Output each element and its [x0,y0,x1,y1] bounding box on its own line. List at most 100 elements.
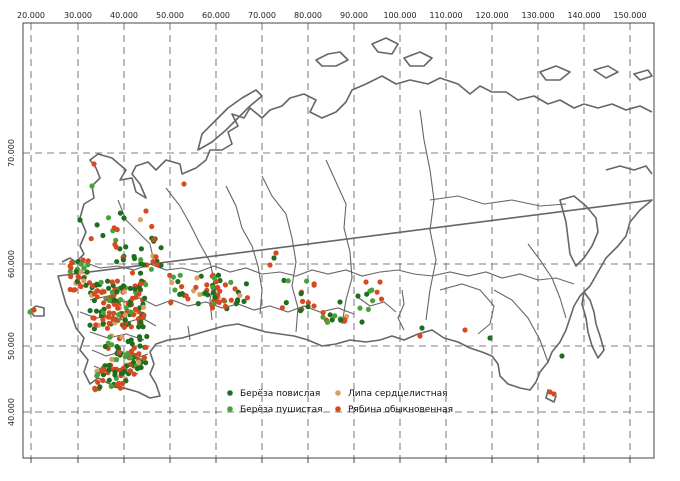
occurrence-point [547,389,553,395]
occurrence-point [106,303,112,310]
occurrence-point [311,281,317,287]
grid-lines [23,23,654,463]
occurrence-point [154,262,160,268]
occurrence-point [81,265,87,271]
occurrence-point [150,259,156,265]
occurrence-point [138,280,144,287]
occurrence-point [419,325,425,331]
occurrence-point [378,296,385,302]
occurrence-point [106,320,112,326]
occurrence-point [237,292,243,298]
legend-dot-marker-icon [227,390,233,396]
occurrence-point [320,310,326,316]
occurrence-point [114,344,120,350]
occurrence-point [417,333,423,339]
occurrence-point [85,262,91,268]
arctic-islands [197,37,653,151]
occurrence-point [143,208,149,214]
occurrence-point [115,305,121,311]
occurrence-point [76,274,82,280]
x-tick-label: 90.000 [340,11,368,20]
occurrence-point [128,355,134,361]
occurrence-point [113,237,119,243]
occurrence-point [215,284,221,291]
occurrence-point [121,324,127,330]
occurrence-point [304,278,310,284]
occurrence-point [181,181,187,187]
occurrence-point [105,314,111,320]
occurrence-point [91,291,97,297]
occurrence-point [119,334,125,340]
occurrence-point [211,275,218,281]
occurrence-point [109,279,115,285]
occurrence-point [114,278,120,284]
occurrence-point [271,255,277,261]
occurrence-point [98,279,104,285]
occurrence-point [143,344,149,350]
occurrence-point [138,319,144,325]
occurrence-point [377,279,383,285]
occurrence-point [363,279,369,285]
occurrence-point [120,257,126,263]
x-tick-label: 20.000 [17,11,45,20]
x-tick-label: 50.000 [156,11,184,20]
occurrence-point [106,367,112,373]
occurrence-point [105,278,111,284]
occurrence-point [279,305,285,311]
occurrence-point [94,281,100,287]
occurrence-point [83,282,89,288]
x-axis-tick-labels: 20.000 30.000 40.000 50.000 60.000 70.000 80.0… [17,11,647,20]
occurrence-point [143,360,149,366]
occurrence-point [487,335,493,341]
occurrence-point [195,301,201,307]
occurrence-point [151,236,157,243]
occurrence-point [97,384,103,390]
x-tick-label: 150.000 [613,11,646,20]
legend-label: Берёза повислая [240,389,320,399]
occurrence-point [141,262,147,268]
occurrence-point [228,279,234,285]
occurrence-point [81,278,87,284]
occurrence-point [123,312,129,318]
occurrence-point [119,380,126,386]
occurrence-point [367,288,373,294]
occurrence-point [109,356,115,362]
occurrence-point [158,245,164,251]
x-tick-label: 100.000 [383,11,416,20]
occurrence-point [104,325,111,331]
occurrence-point [172,287,178,293]
occurrence-point [198,273,204,279]
occurrence-point [148,266,154,272]
occurrence-point [74,278,80,284]
occurrence-point [243,281,249,287]
occurrence-point [116,349,122,355]
occurrence-point [122,354,128,360]
occurrence-point [359,319,365,325]
occurrence-point [177,272,183,278]
occurrence-point [106,297,113,304]
occurrence-point [365,306,371,312]
occurrence-point [235,297,241,303]
occurrence-point [168,300,174,306]
occurrence-point [141,355,147,361]
occurrence-point [132,306,139,312]
y-tick-label: 70.000 [7,139,16,167]
occurrence-point [91,297,97,304]
occurrence-point [111,297,117,303]
occurrence-point [127,368,133,374]
occurrence-point [121,215,127,221]
y-tick-label: 50.000 [7,332,16,360]
occurrence-point [27,309,33,315]
occurrence-point [267,262,273,268]
y-axis-tick-labels: 70.000 60.000 50.000 40.000 [7,139,16,426]
occurrence-point [298,291,304,297]
occurrence-point [210,301,217,307]
occurrence-point [210,290,216,296]
occurrence-point [128,309,134,315]
x-tick-label: 70.000 [248,11,276,20]
occurrence-point [374,289,380,295]
occurrence-point [327,312,333,318]
occurrence-point [197,291,203,298]
occurrence-point [131,371,137,377]
